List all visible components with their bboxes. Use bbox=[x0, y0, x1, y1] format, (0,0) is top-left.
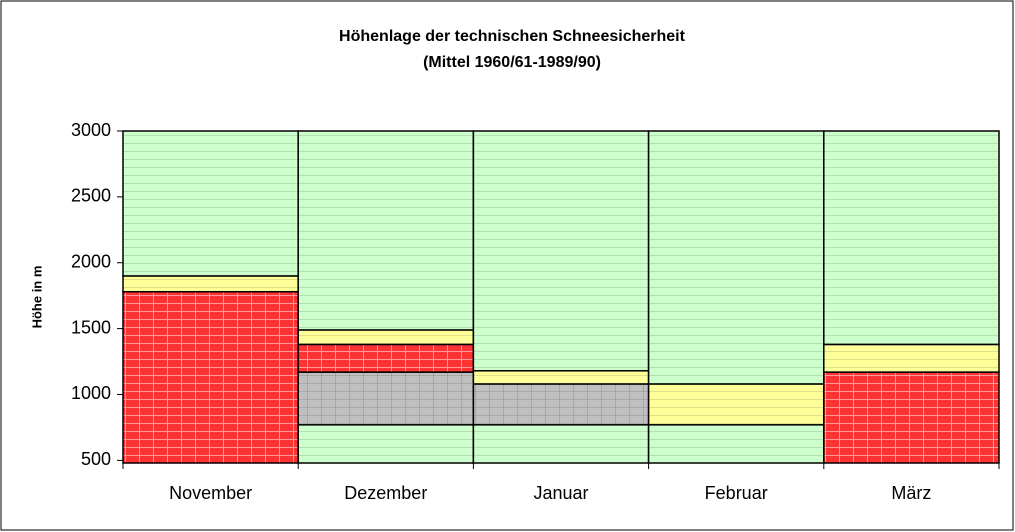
bar-segment bbox=[647, 424, 825, 464]
bar-segment bbox=[472, 424, 650, 464]
y-tick-label: 1000 bbox=[71, 383, 111, 403]
chart-title: Höhenlage der technischen Schneesicherhe… bbox=[339, 28, 686, 45]
y-axis-label: Höhe in m bbox=[29, 266, 44, 329]
x-tick-label: Dezember bbox=[344, 483, 427, 503]
bar-segment bbox=[297, 329, 475, 346]
y-tick-label: 500 bbox=[81, 449, 111, 469]
bar-segment bbox=[472, 130, 650, 372]
y-tick-label: 2500 bbox=[71, 186, 111, 206]
bar-segment bbox=[823, 343, 1000, 373]
x-tick-label: Januar bbox=[533, 483, 588, 503]
y-tick-label: 3000 bbox=[71, 120, 111, 140]
bar-segment bbox=[823, 371, 1000, 464]
chart-subtitle: (Mittel 1960/61-1989/90) bbox=[423, 54, 601, 71]
bar-segment bbox=[297, 424, 475, 464]
bar-segment bbox=[122, 275, 299, 293]
bar-segment bbox=[823, 130, 1000, 346]
x-tick-label: März bbox=[891, 483, 931, 503]
y-tick-label: 2000 bbox=[71, 251, 111, 271]
x-tick-label: Februar bbox=[705, 483, 768, 503]
x-tick-label: November bbox=[169, 483, 252, 503]
bar-segment bbox=[647, 130, 825, 385]
bar-segment bbox=[122, 130, 299, 277]
bar-segment bbox=[297, 343, 475, 373]
y-tick-label: 1500 bbox=[71, 317, 111, 337]
bar-segment bbox=[472, 383, 650, 426]
bar-segment bbox=[297, 130, 475, 331]
bar-segment bbox=[647, 383, 825, 426]
bar-segment bbox=[297, 371, 475, 426]
bar-segment bbox=[122, 290, 299, 464]
bar-segment bbox=[472, 370, 650, 385]
